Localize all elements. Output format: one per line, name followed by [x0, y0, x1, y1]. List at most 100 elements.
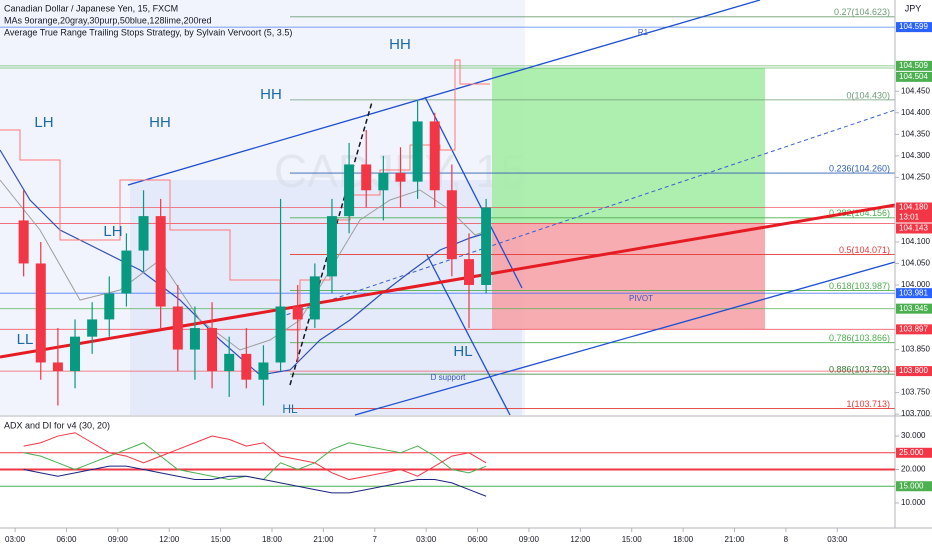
fib-label: 0.786(103.866) [829, 333, 890, 343]
annotation: LL [17, 331, 34, 348]
price-badge [896, 288, 932, 299]
x-tick-label: 18:00 [262, 535, 283, 544]
price-badge [896, 202, 932, 223]
annotation: PIVOT [629, 294, 653, 303]
fib-label: 0.27(104.623) [834, 7, 890, 17]
trend-line [424, 96, 523, 289]
fib-label: 0.382(104.156) [829, 208, 890, 218]
level-badge [896, 481, 932, 492]
indicator-label: Average True Range Trailing Stops Strate… [4, 27, 292, 37]
fib-label: 0.886(103.793) [829, 364, 890, 374]
annotation: D support [431, 373, 466, 382]
fib-label: 0.236(104.260) [829, 163, 890, 173]
price-badge-label: 104.509 [899, 61, 928, 70]
price-badge [896, 303, 932, 314]
x-tick-label: 12:00 [159, 535, 180, 544]
y-tick-label: 104.350 [901, 129, 930, 138]
level-badge-label: 25.000 [899, 448, 924, 457]
annotation: R1 [638, 28, 649, 37]
candle-body [207, 328, 218, 372]
x-tick-label: 09:00 [519, 535, 540, 544]
candle-body [87, 319, 98, 337]
price-badge-label: 103.897 [899, 324, 928, 333]
x-tick-label: 18:00 [673, 535, 694, 544]
price-badge [896, 71, 932, 82]
price-badge-label: 104.504 [899, 72, 928, 81]
price-badge-label: 103.981 [899, 288, 928, 297]
annotation: HH [260, 86, 282, 103]
currency-label: JPY [905, 3, 922, 13]
candle-body [429, 121, 440, 191]
price-badge-label: 104.180 [899, 203, 928, 212]
fib-label: 1(103.713) [846, 399, 890, 409]
y-tick-label: 104.000 [901, 280, 930, 289]
channel-line [127, 0, 761, 186]
y-tick-label: 103.700 [901, 409, 930, 418]
price-badge [896, 22, 932, 33]
indicator-line [23, 432, 487, 481]
y-tick-label: 104.250 [901, 172, 930, 181]
candle-body [121, 250, 132, 294]
y-tick-label: 103.850 [901, 345, 930, 354]
y-tick-label: 103.750 [901, 388, 930, 397]
price-badge-label: 104.599 [899, 22, 928, 31]
candle-body [258, 362, 269, 380]
y-tick-label: 10.000 [901, 498, 926, 507]
candle-body [189, 328, 200, 350]
candle-body [224, 353, 235, 372]
price-badge [896, 60, 932, 71]
x-tick-label: 03:00 [827, 535, 848, 544]
candle-body [326, 216, 337, 277]
candle-body [155, 216, 166, 307]
dashed-line [279, 109, 896, 318]
price-badge-label: 103.945 [899, 304, 928, 313]
y-tick-label: 104.300 [901, 151, 930, 160]
candle-body [395, 173, 406, 182]
candle-body [412, 121, 423, 182]
x-tick-label: 21:00 [313, 535, 334, 544]
y-tick-label: 104.450 [901, 86, 930, 95]
y-tick-label: 20.000 [901, 465, 926, 474]
candle-body [378, 173, 389, 191]
fib-label: 0.618(103.987) [829, 281, 890, 291]
x-tick-label: 06:00 [56, 535, 77, 544]
indicator-label: MAs 9orange,20gray,30purp,50blue,128lime… [4, 15, 211, 25]
candle-body [138, 216, 149, 251]
channel-line [354, 261, 896, 416]
price-badge [896, 223, 932, 234]
countdown-label: 13:01 [899, 213, 920, 222]
annotation: HH [149, 114, 171, 131]
candle-body [481, 207, 492, 285]
annotation: HL [453, 343, 472, 360]
candle-body [35, 263, 46, 363]
x-tick-label: 15:00 [211, 535, 232, 544]
price-badge-label: 104.143 [899, 224, 928, 233]
annotation: HL [282, 402, 298, 416]
level-badge [896, 447, 932, 458]
candle-body [361, 164, 372, 191]
indicator-line [23, 465, 487, 497]
fib-label: 0(104.430) [846, 90, 890, 100]
annotation: LH [34, 114, 53, 131]
x-tick-label: 12:00 [570, 535, 591, 544]
indicator-title: ADX and DI for v4 (30, 20) [4, 420, 110, 430]
candle-body [241, 353, 252, 380]
stop-zone [492, 223, 765, 330]
candle-body [446, 190, 457, 260]
x-tick-label: 03:00 [5, 535, 26, 544]
trend-line [0, 203, 896, 359]
candle-body [292, 306, 303, 320]
candle-body [70, 336, 81, 372]
x-tick-label: 7 [373, 535, 378, 544]
price-badge [896, 366, 932, 377]
annotation: LH [103, 223, 122, 240]
x-tick-label: 03:00 [416, 535, 437, 544]
y-tick-label: 104.400 [901, 108, 930, 117]
candle-body [172, 306, 183, 350]
candle-body [52, 362, 63, 372]
y-tick-label: 104.050 [901, 259, 930, 268]
price-badge [896, 324, 932, 335]
candle-body [463, 259, 474, 285]
